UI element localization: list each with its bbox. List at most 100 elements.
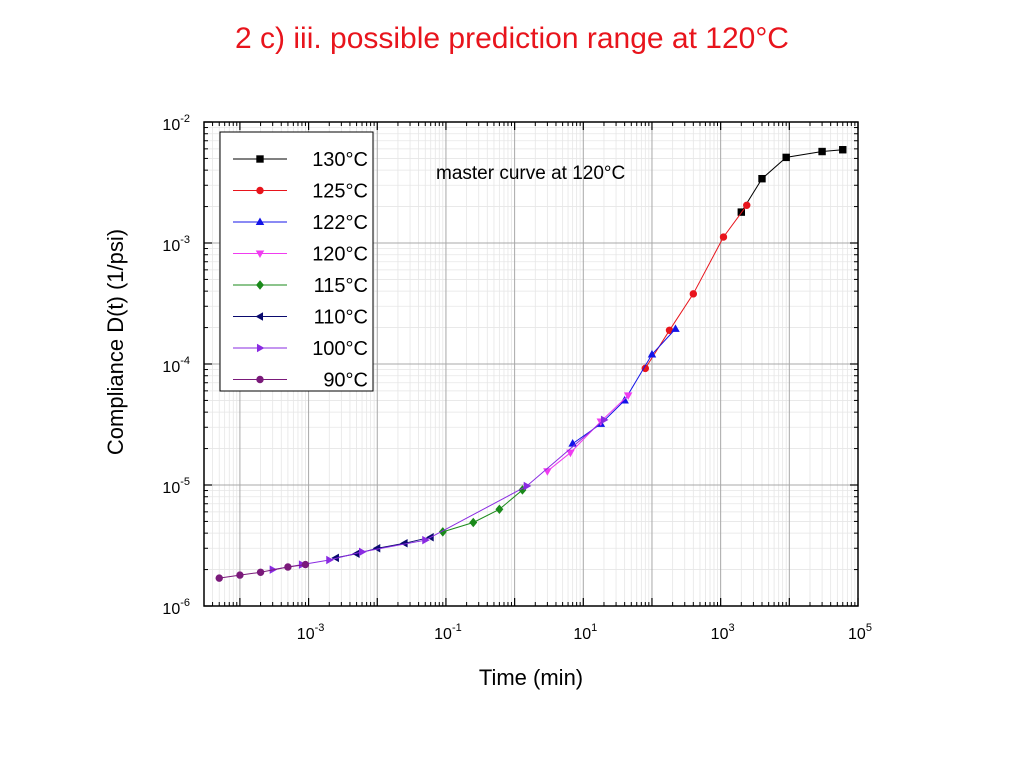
legend: 130°C 125°C 122°C 120°C 115°C 110°C 100°C 90°C	[219, 131, 374, 392]
data-point	[647, 349, 657, 358]
data-point	[839, 146, 847, 154]
x-tick-label-base: 10	[848, 626, 866, 643]
y-tick-label-exponent: -3	[180, 234, 190, 246]
legend-marker	[255, 217, 265, 226]
x-tick-label-exponent: -1	[452, 622, 462, 634]
legend-marker	[256, 155, 264, 163]
data-point	[543, 468, 552, 476]
y-tick-label-base: 10	[162, 238, 180, 255]
x-tick-label-exponent: 3	[728, 622, 734, 634]
x-tick-label: 101	[573, 622, 597, 643]
legend-label: 122°C	[312, 212, 368, 234]
x-tick-label-base: 10	[434, 626, 452, 643]
y-tick-label-base: 10	[162, 480, 180, 497]
x-tick-label-base: 10	[297, 626, 315, 643]
data-point	[469, 517, 478, 528]
data-point	[215, 574, 223, 582]
series-line	[547, 395, 629, 472]
series-90c	[215, 560, 310, 582]
y-tick-label-base: 10	[162, 117, 180, 134]
y-tick-label-base: 10	[162, 601, 180, 618]
x-tick-label-exponent: -3	[315, 622, 325, 634]
x-tick-label: 10-1	[434, 622, 462, 643]
y-tick-label-exponent: -5	[180, 476, 190, 488]
data-point	[523, 481, 532, 491]
plot-frame	[203, 121, 859, 607]
legend-label: 110°C	[314, 307, 368, 329]
data-point	[600, 415, 609, 425]
series-line	[644, 205, 748, 369]
data-point	[236, 571, 244, 579]
legend-item-90c: 90°C	[233, 370, 368, 392]
data-point	[620, 395, 629, 404]
x-tick-label-exponent: 5	[866, 622, 872, 634]
data-point	[743, 201, 751, 209]
data-point	[782, 153, 790, 162]
x-tick-label-base: 10	[573, 626, 591, 643]
legend-marker	[256, 343, 265, 353]
x-tick-label: 103	[711, 622, 735, 643]
y-tick-label: 10-6	[162, 597, 190, 618]
legend-item-110c: 110°C	[233, 307, 368, 329]
x-tick-label: 105	[848, 622, 872, 643]
x-tick-label: 10-3	[297, 622, 325, 643]
legend-label: 120°C	[312, 244, 368, 266]
legend-label: 100°C	[312, 338, 368, 360]
data-point	[623, 392, 633, 400]
series-layer	[215, 146, 847, 582]
series-125c	[641, 201, 751, 373]
series-line	[442, 489, 523, 533]
data-point	[719, 233, 728, 241]
axis-labels: Time (min) Compliance D(t) (1/psi)	[103, 229, 583, 690]
series-100c	[269, 415, 609, 574]
x-tick-label-base: 10	[711, 626, 729, 643]
series-line	[572, 328, 676, 445]
y-tick-label: 10-5	[162, 476, 190, 497]
y-axis-label: Compliance D(t) (1/psi)	[103, 229, 128, 455]
data-point	[568, 439, 577, 447]
legend-item-115c: 115°C	[233, 275, 368, 297]
data-point	[256, 568, 265, 576]
y-tick-label-exponent: -6	[180, 597, 190, 609]
series-line	[272, 419, 605, 571]
y-tick-label-base: 10	[162, 359, 180, 376]
data-point	[689, 290, 698, 298]
legend-item-125c: 125°C	[233, 181, 368, 203]
data-point	[284, 563, 292, 571]
data-point	[326, 555, 334, 565]
series-130c	[737, 146, 847, 216]
x-axis-label: Time (min)	[479, 665, 583, 690]
y-tick-label-exponent: -4	[180, 355, 190, 367]
legend-item-100c: 100°C	[233, 338, 368, 360]
data-point	[758, 174, 766, 183]
data-point	[566, 449, 575, 458]
data-point	[671, 324, 680, 332]
series-line	[740, 149, 843, 213]
legend-marker	[255, 250, 265, 259]
legend-marker	[256, 280, 264, 290]
legend-marker	[256, 375, 264, 384]
data-point	[495, 504, 504, 514]
y-tick-label-exponent: -2	[180, 113, 190, 125]
y-tick-label: 10-3	[162, 234, 190, 255]
series-122c	[568, 324, 680, 447]
legend-label: 115°C	[314, 275, 368, 297]
data-point	[301, 560, 310, 569]
slide-title: 2 c) iii. possible prediction range at 1…	[235, 22, 789, 55]
master-curve-annotation: master curve at 120°C	[436, 163, 625, 184]
legend-label: 130°C	[312, 149, 368, 171]
legend-item-130c: 130°C	[233, 149, 368, 171]
legend-label: 90°C	[323, 370, 368, 392]
y-tick-label: 10-4	[162, 355, 190, 376]
data-point	[818, 147, 826, 156]
legend-marker	[255, 312, 264, 321]
legend-marker	[256, 186, 264, 195]
x-tick-label-exponent: 1	[591, 622, 597, 634]
legend-label: 125°C	[312, 181, 368, 203]
data-point	[359, 547, 367, 557]
y-tick-label: 10-2	[162, 113, 190, 134]
legend-item-122c: 122°C	[233, 212, 368, 234]
legend-item-120c: 120°C	[233, 244, 368, 266]
